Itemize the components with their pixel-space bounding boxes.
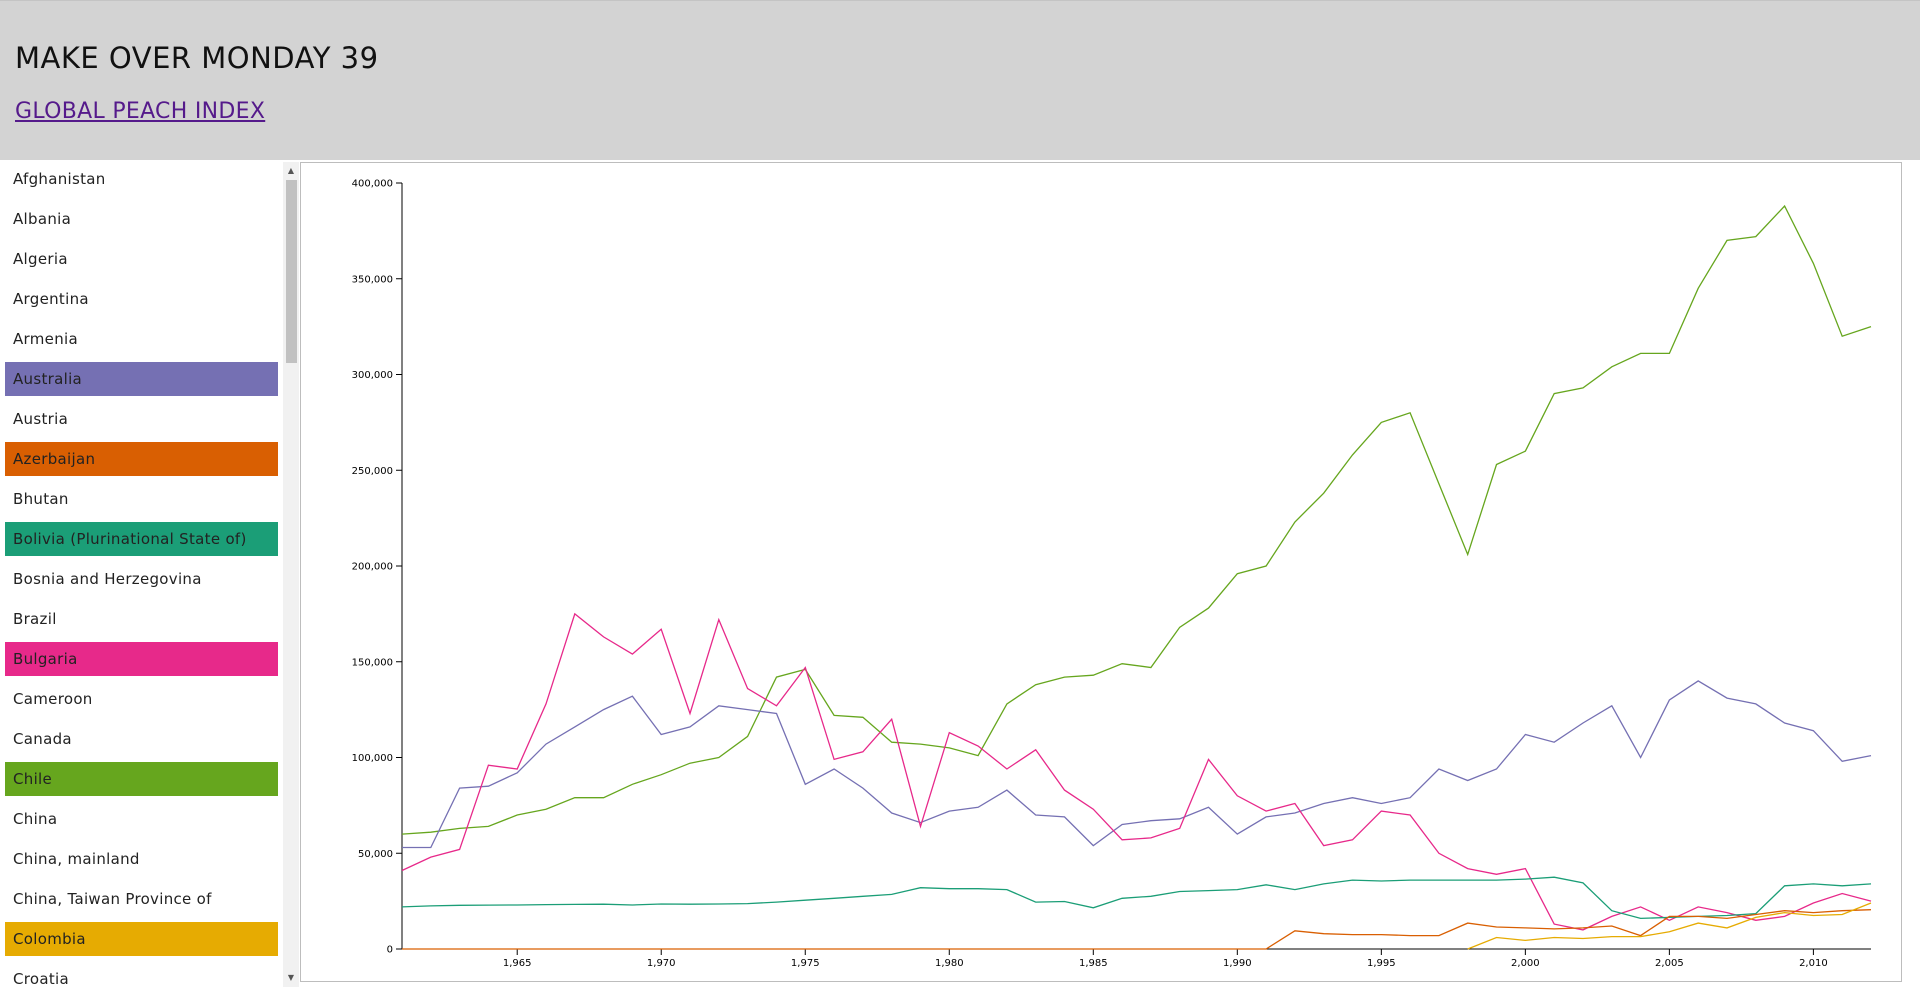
chart-panel: 0 50,000 100,000 150,000 200,000 250,000 300,0… — [300, 162, 1902, 982]
x-tick-label: 1,980 — [935, 958, 964, 969]
country-item[interactable]: Cameroon — [13, 690, 93, 708]
x-tick-label: 1,990 — [1223, 958, 1252, 969]
country-item[interactable]: Afghanistan — [13, 170, 106, 188]
global-peach-index-link[interactable]: GLOBAL PEACH INDEX — [15, 99, 266, 124]
y-tick-label: 200,000 — [352, 562, 393, 573]
y-tick-label: 0 — [387, 945, 393, 956]
series-line — [1467, 902, 1872, 950]
y-tick-label: 150,000 — [352, 657, 393, 668]
country-item[interactable]: Bhutan — [13, 490, 69, 508]
sidebar-scrollbar[interactable]: ▲ ▼ — [283, 162, 299, 987]
x-tick-label: 1,995 — [1367, 958, 1396, 969]
y-tick-label: 250,000 — [352, 466, 393, 477]
country-sidebar: Afghanistan Albania Algeria Argentina Armeni… — [0, 162, 283, 987]
x-tick-label: 1,985 — [1079, 958, 1108, 969]
country-item[interactable]: Armenia — [13, 330, 78, 348]
series-line — [401, 612, 1872, 931]
country-item[interactable]: China, mainland — [13, 850, 140, 868]
series-line — [401, 204, 1872, 835]
country-item[interactable]: Albania — [13, 210, 72, 228]
country-item[interactable]: Croatia — [13, 970, 70, 987]
country-item[interactable]: Colombia — [5, 922, 278, 956]
line-chart: 0 50,000 100,000 150,000 200,000 250,000 300,0… — [352, 179, 1872, 969]
country-item[interactable]: Bosnia and Herzegovina — [13, 570, 202, 588]
scroll-down-arrow-icon[interactable]: ▼ — [287, 973, 295, 982]
country-item[interactable]: China — [13, 810, 58, 828]
scroll-up-arrow-icon[interactable]: ▲ — [287, 166, 295, 175]
scrollbar-thumb[interactable] — [286, 180, 297, 363]
country-item[interactable]: Chile — [5, 762, 278, 796]
x-tick-label: 2,005 — [1655, 958, 1684, 969]
country-item[interactable]: Azerbaijan — [5, 442, 278, 476]
y-tick-label: 50,000 — [358, 849, 393, 860]
country-item[interactable]: China, Taiwan Province of — [13, 890, 212, 908]
country-item[interactable]: Brazil — [13, 610, 57, 628]
x-tick-label: 2,010 — [1799, 958, 1828, 969]
country-item[interactable]: Canada — [13, 730, 72, 748]
y-tick-label: 300,000 — [352, 370, 393, 381]
country-item[interactable]: Bolivia (Plurinational State of) — [5, 522, 278, 556]
series-line — [401, 876, 1872, 920]
country-list: Afghanistan Albania Algeria Argentina Armeni… — [5, 162, 278, 987]
series-line — [402, 909, 1872, 950]
x-tick-label: 1,975 — [791, 958, 820, 969]
country-item[interactable]: Australia — [5, 362, 278, 396]
country-item[interactable]: Austria — [13, 410, 69, 428]
y-tick-label: 400,000 — [352, 179, 393, 190]
country-item[interactable]: Algeria — [13, 250, 68, 268]
page-title: MAKE OVER MONDAY 39 — [15, 41, 379, 75]
y-tick-label: 100,000 — [352, 753, 393, 764]
x-tick-label: 1,970 — [647, 958, 676, 969]
country-item[interactable]: Bulgaria — [5, 642, 278, 676]
series-line — [402, 680, 1872, 849]
y-tick-label: 350,000 — [352, 274, 393, 285]
country-item[interactable]: Argentina — [13, 290, 89, 308]
x-tick-label: 2,000 — [1511, 958, 1540, 969]
page-header: MAKE OVER MONDAY 39 GLOBAL PEACH INDEX — [0, 0, 1920, 160]
x-tick-label: 1,965 — [503, 958, 532, 969]
